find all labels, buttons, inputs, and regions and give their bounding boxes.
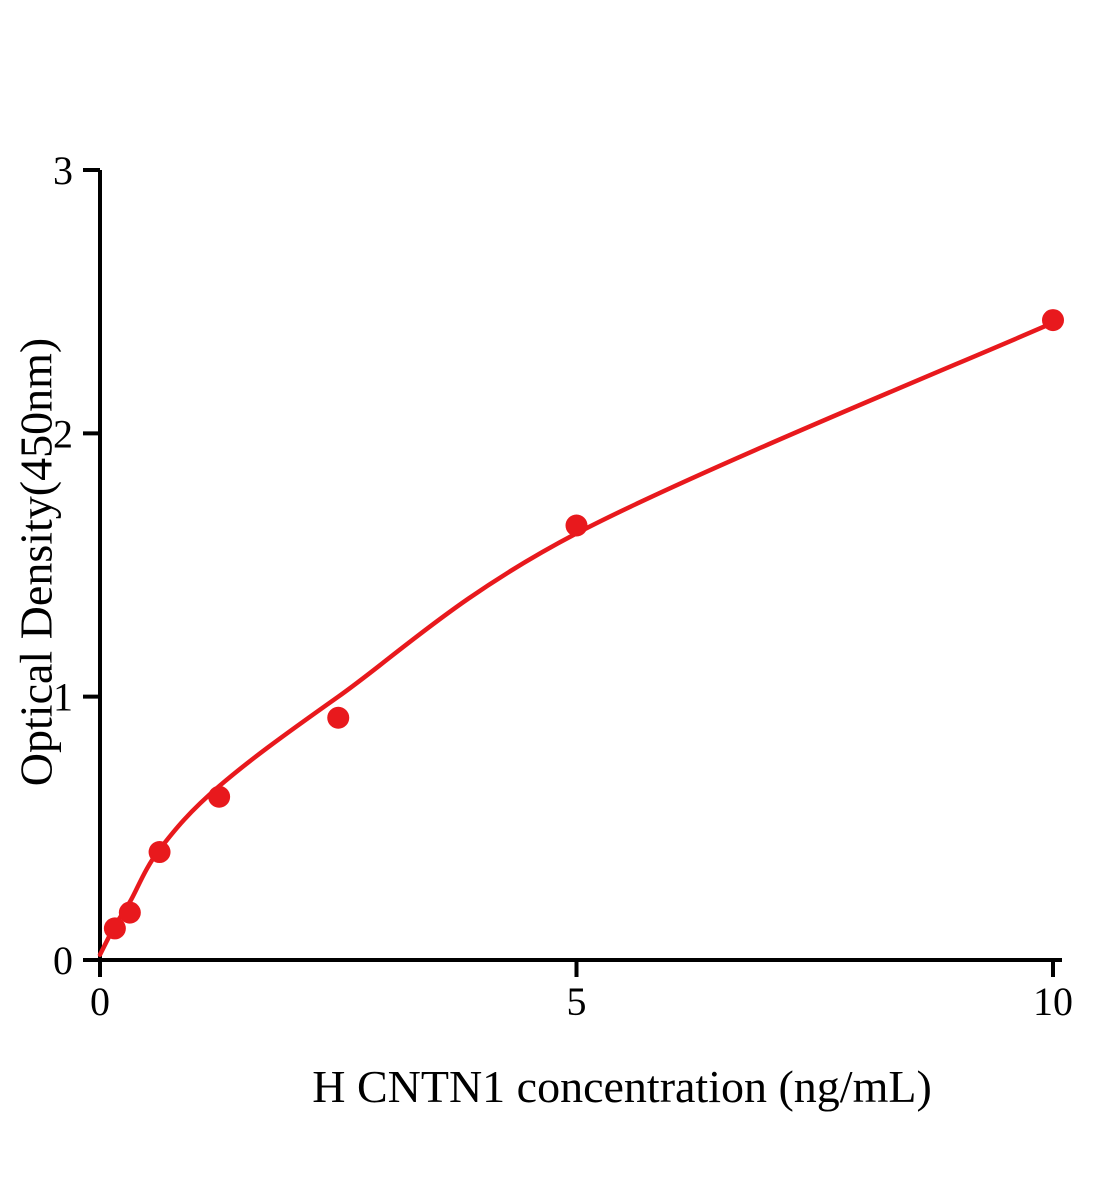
y-tick-label: 0 xyxy=(53,938,73,983)
x-tick-label: 0 xyxy=(90,979,110,1024)
x-tick-label: 5 xyxy=(567,979,587,1024)
y-axis-title: Optical Density(450nm) xyxy=(10,337,62,787)
x-tick-label: 10 xyxy=(1033,979,1073,1024)
y-tick-label: 1 xyxy=(53,675,73,720)
fit-curve xyxy=(97,320,1056,957)
x-axis-title: H CNTN1 concentration (ng/mL) xyxy=(312,1061,932,1112)
data-point xyxy=(103,917,126,940)
data-point xyxy=(327,706,350,729)
data-point xyxy=(565,514,588,537)
y-tick-label: 2 xyxy=(53,411,73,456)
data-point xyxy=(208,785,231,808)
data-point xyxy=(118,901,141,924)
data-point xyxy=(148,841,171,864)
data-point xyxy=(1042,309,1064,332)
y-tick-label: 3 xyxy=(53,148,73,193)
